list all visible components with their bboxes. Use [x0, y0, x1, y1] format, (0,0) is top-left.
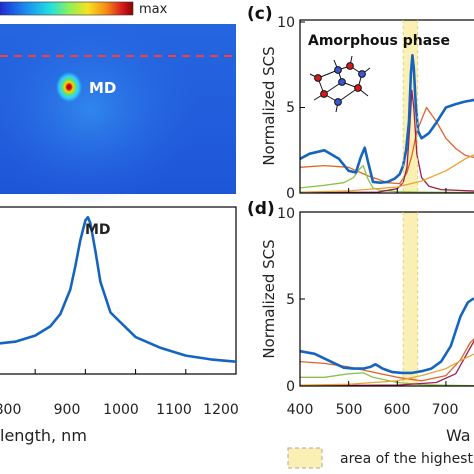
panel-d-highlight-band [403, 212, 418, 386]
panel-d-y-tick-label: 5 [286, 292, 295, 308]
panel-d-x-tick-label: 600 [384, 402, 411, 418]
field-map-hotspot [56, 72, 82, 102]
bottom-left-x-tick-label: 900 [54, 402, 81, 418]
bottom-left-x-tick-label: 1200 [203, 402, 239, 418]
panel-d-y-tick-label: 10 [277, 206, 295, 222]
panel-d-series-line-0 [300, 297, 474, 375]
legend-highlight-swatch [287, 447, 323, 469]
panel-c-series-line-0 [300, 54, 474, 184]
panel-c: (c) 0 5 10 Normalized SCS Amorphous phas… [247, 4, 474, 202]
panel-c-y-axis-title: Normalized SCS [260, 46, 278, 165]
bottom-left-x-axis-title: length, nm [0, 426, 87, 445]
bottom-left-peak-label: MD [85, 222, 111, 238]
bottom-left-x-tick-label: 1100 [156, 402, 192, 418]
panel-d-x-tick-label: 500 [336, 402, 363, 418]
panel-c-ticks [300, 21, 447, 194]
panel-d-series-line-1 [300, 338, 474, 382]
panel-c-y-tick-label: 0 [286, 186, 295, 202]
panel-d-x-tick-label: 400 [287, 402, 314, 418]
panel-d-y-axis-title: Normalized SCS [260, 239, 278, 358]
bottom-left-series [0, 215, 236, 363]
bottom-left-series-line-0 [0, 215, 236, 363]
panel-c-y-tick-label: 5 [286, 100, 295, 116]
bottom-left-x-ticks [34, 369, 237, 374]
panel-c-series-line-4 [300, 154, 474, 193]
panel-d-ticks [300, 211, 447, 387]
bottom-left-x-tick-label: 800 [0, 402, 21, 418]
field-map-mode-label: MD [89, 79, 116, 97]
amorphous-network-icon [309, 55, 371, 113]
panel-c-series [300, 54, 474, 193]
colorbar-gradient [0, 1, 134, 16]
panel-d-series-line-3 [300, 339, 474, 386]
panel-d-label: (d) [247, 199, 275, 219]
legend-highlight-text: area of the highest [340, 451, 473, 467]
panel-c-phase-label: Amorphous phase [308, 33, 450, 49]
panel-c-series-line-2 [300, 164, 474, 193]
panel-d-series-line-2 [300, 372, 474, 386]
bottom-left-plot: MD 800 900 1000 1100 1200 length, nm [0, 206, 239, 445]
colorbar-max-label: max [139, 2, 168, 17]
bottom-left-frame [0, 206, 237, 375]
legend: area of the highest [287, 447, 473, 469]
field-map-halo [0, 15, 200, 205]
field-map: MD [0, 15, 236, 205]
panel-c-label: (c) [247, 4, 273, 24]
panel-d-y-tick-label: 0 [286, 379, 295, 395]
panel-d-series [300, 297, 474, 386]
panel-c-frame [299, 19, 474, 194]
panel-d: (d) 0 5 10 Normalized SCS 400 500 600 70… [247, 199, 474, 445]
panel-d-x-tick-label: 700 [432, 402, 459, 418]
panel-c-y-tick-label: 10 [277, 15, 295, 31]
bottom-left-x-tick-label: 1000 [103, 402, 139, 418]
panel-d-x-axis-title: Wa [446, 426, 471, 445]
colorbar: max [0, 1, 168, 17]
panel-c-series-line-1 [300, 106, 474, 185]
